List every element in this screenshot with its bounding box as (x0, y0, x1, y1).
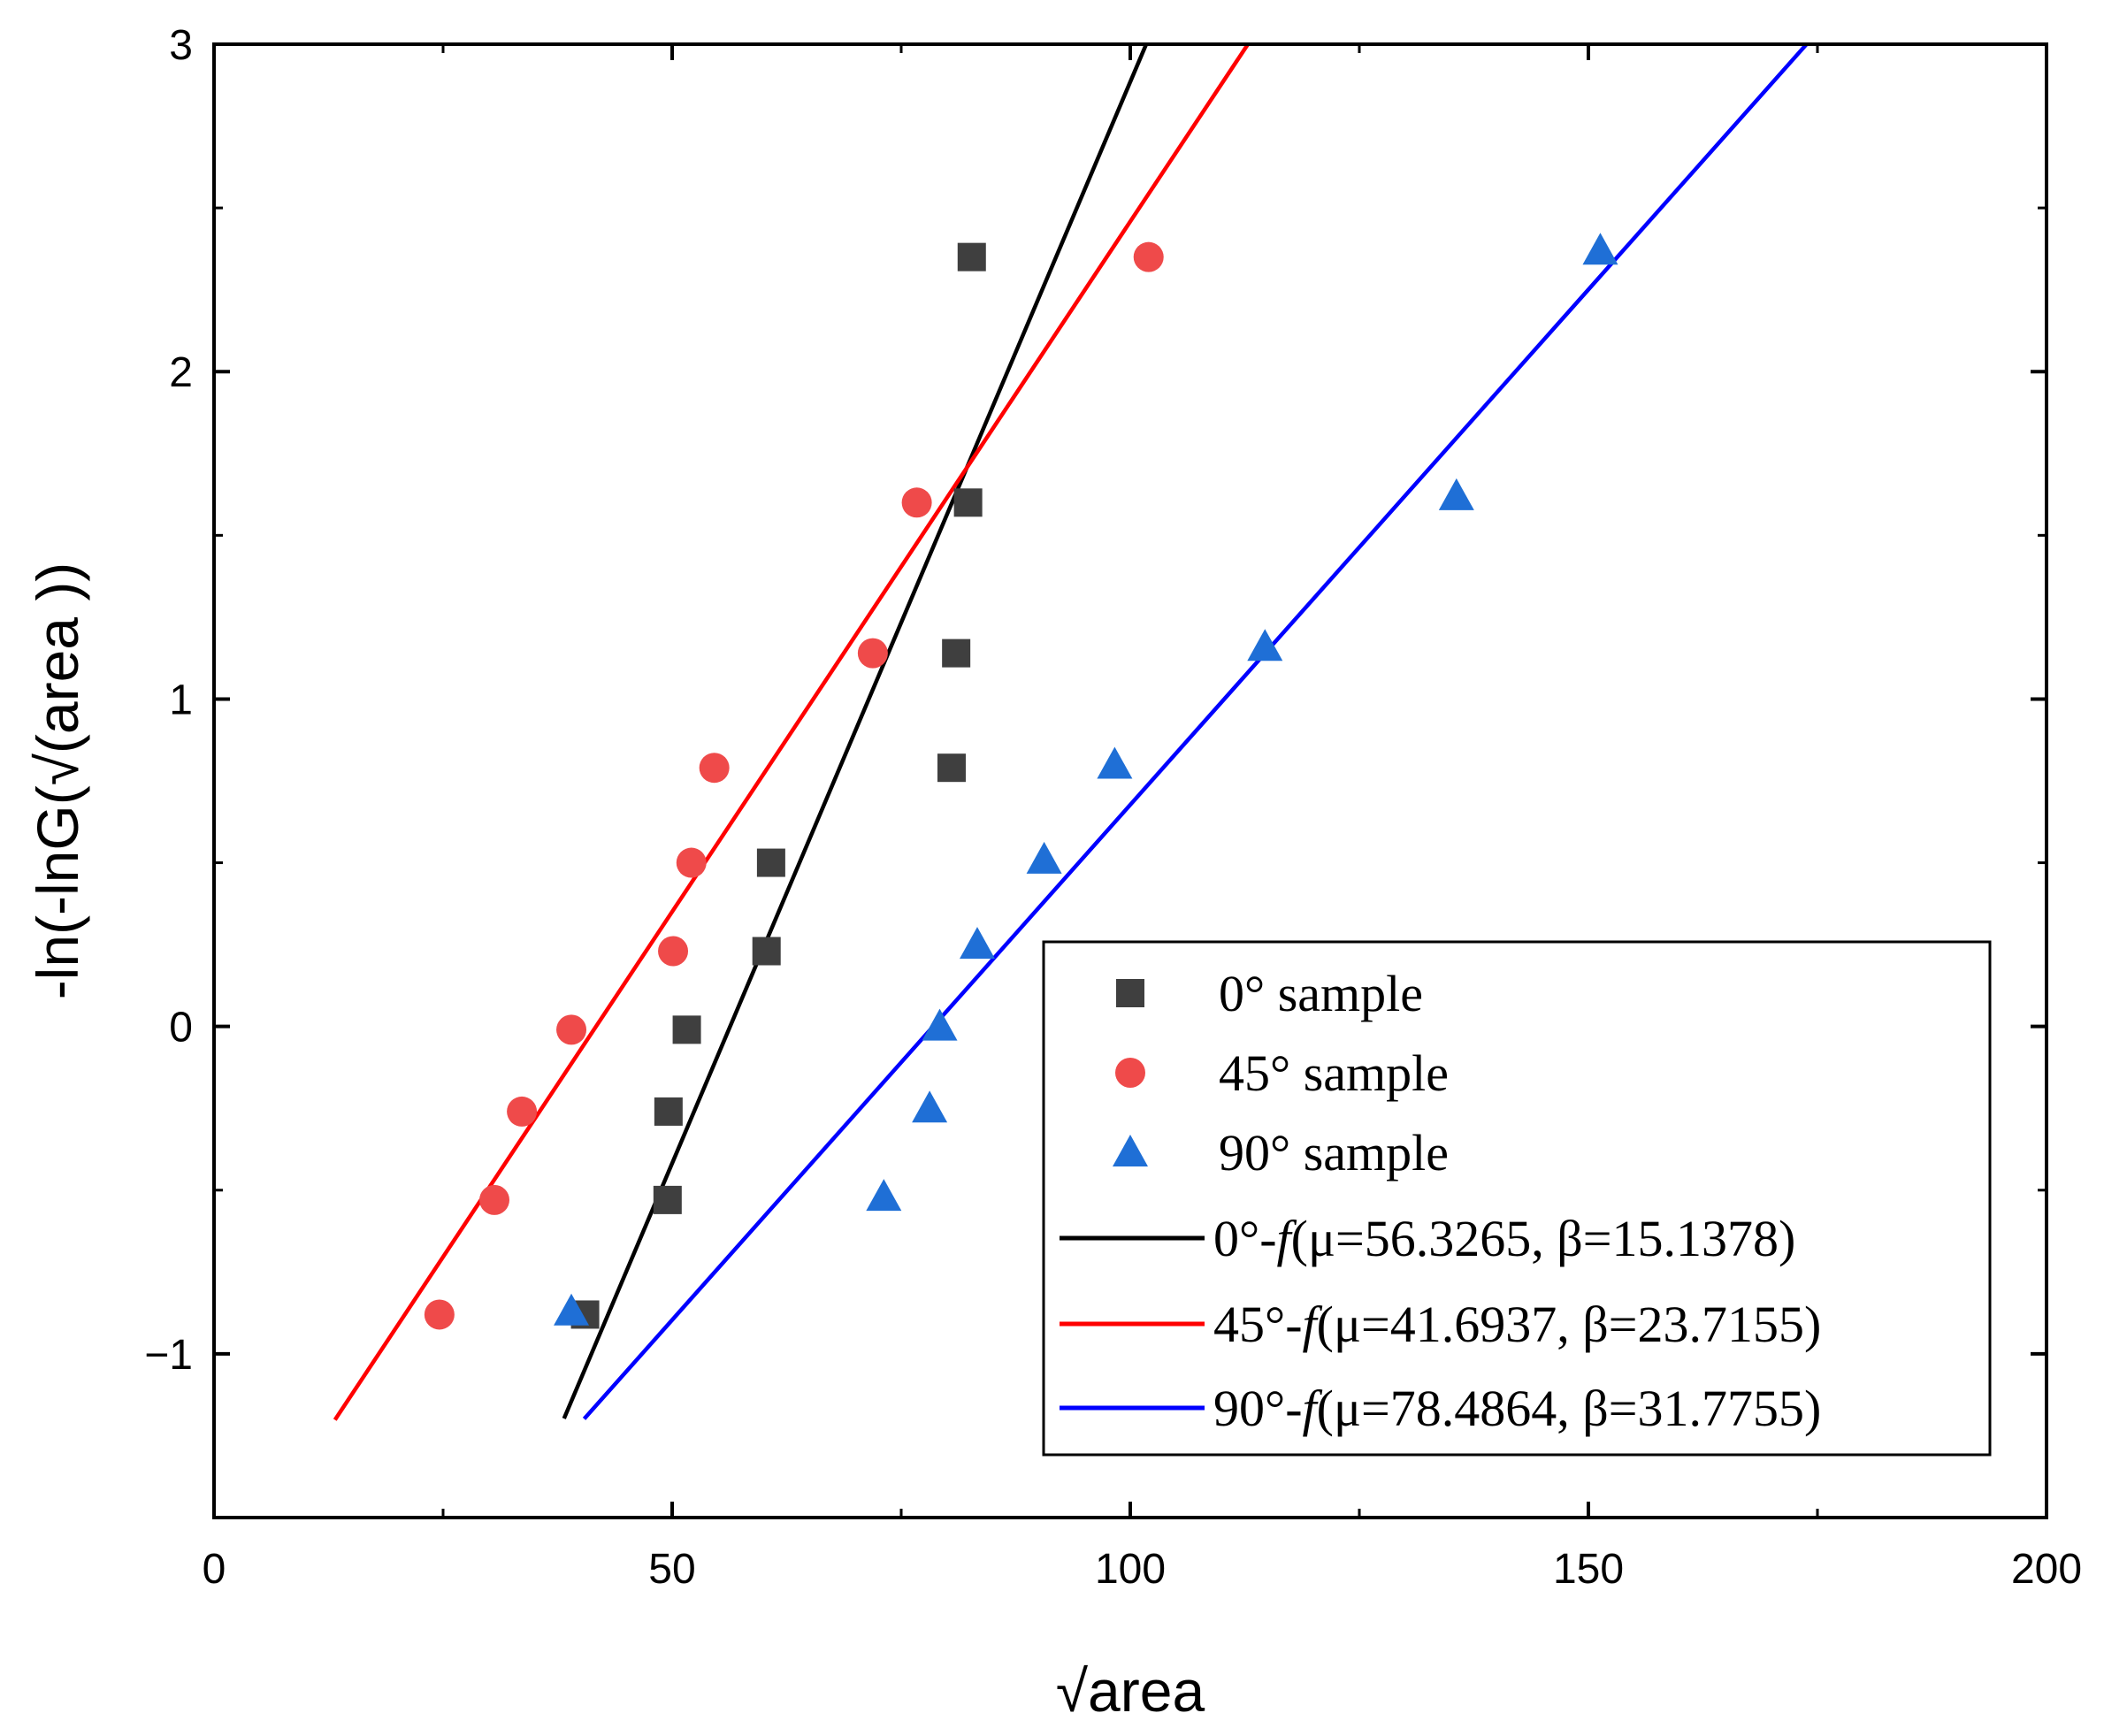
data-point (1133, 241, 1164, 272)
axes: 0 50 100 150 200 −1 0 1 2 3 (144, 22, 2082, 1593)
legend-label: 0° sample (1219, 965, 1423, 1022)
data-point (866, 1179, 902, 1212)
data-point (507, 1096, 538, 1127)
data-point (901, 487, 932, 518)
data-point (424, 1299, 455, 1330)
data-point (556, 1014, 587, 1045)
x-tick-label: 100 (1095, 1546, 1166, 1593)
data-point (554, 1293, 590, 1326)
legend-marker (1115, 1058, 1145, 1088)
legend-label: 90°-f(μ=78.4864, β=31.7755) (1213, 1380, 1821, 1437)
data-point (953, 488, 983, 517)
legend-box (1042, 940, 1992, 1457)
fit-line (582, 44, 1809, 1420)
data-point (653, 1185, 682, 1214)
legend-marker (1113, 1135, 1148, 1166)
data-point (1438, 478, 1474, 510)
legend-label-params: (μ=78.4864, β=31.7755) (1317, 1380, 1822, 1437)
y-axis-title: -ln(-lnG(√(area )) (25, 562, 90, 1000)
legend-label-prefix: 45°- (1213, 1296, 1303, 1353)
data-point (942, 639, 971, 668)
legend-label: 45° sample (1219, 1044, 1449, 1102)
data-point (959, 927, 995, 960)
legend-label-prefix: 0°- (1213, 1210, 1277, 1267)
legend-label: 0°-f(μ=56.3265, β=15.1378) (1213, 1210, 1795, 1267)
y-tick-label: −1 (144, 1332, 193, 1379)
data-point (1097, 746, 1133, 779)
y-tick-label: 3 (169, 22, 193, 69)
data-point (658, 936, 689, 967)
x-axis-title: √area (1056, 1658, 1205, 1724)
legend-marker (1116, 979, 1144, 1007)
data-point (857, 638, 888, 669)
x-tick-label: 200 (2011, 1546, 2082, 1593)
x-tick-label: 150 (1553, 1546, 1624, 1593)
data-point (672, 1015, 701, 1044)
data-point (1026, 841, 1062, 874)
y-tick-label: 2 (169, 349, 193, 396)
data-point (756, 848, 785, 877)
data-point (699, 753, 730, 784)
legend-label: 90° sample (1219, 1124, 1449, 1182)
data-point (676, 847, 707, 878)
x-tick-label: 0 (203, 1546, 226, 1593)
data-point (752, 937, 781, 966)
legend-label-params: (μ=41.6937, β=23.7155) (1317, 1296, 1822, 1353)
legend-label: 45°-f(μ=41.6937, β=23.7155) (1213, 1296, 1821, 1353)
data-point (912, 1090, 948, 1123)
data-point (654, 1097, 683, 1126)
y-tick-label: 0 (169, 1005, 193, 1052)
x-tick-label: 50 (648, 1546, 695, 1593)
legend-label-params: (μ=56.3265, β=15.1378) (1291, 1210, 1796, 1267)
data-point (1247, 629, 1283, 662)
data-point (1582, 233, 1618, 265)
y-tick-label: 1 (169, 677, 193, 723)
legend-label-prefix: 90°- (1213, 1380, 1303, 1437)
data-point (922, 1008, 958, 1041)
data-points (424, 233, 1618, 1330)
data-point (937, 753, 966, 783)
data-point (957, 242, 986, 271)
data-point (479, 1184, 510, 1215)
legend: 0° sample 45° sample 90° sample 0°-f(μ=56.3… (1042, 940, 1992, 1457)
